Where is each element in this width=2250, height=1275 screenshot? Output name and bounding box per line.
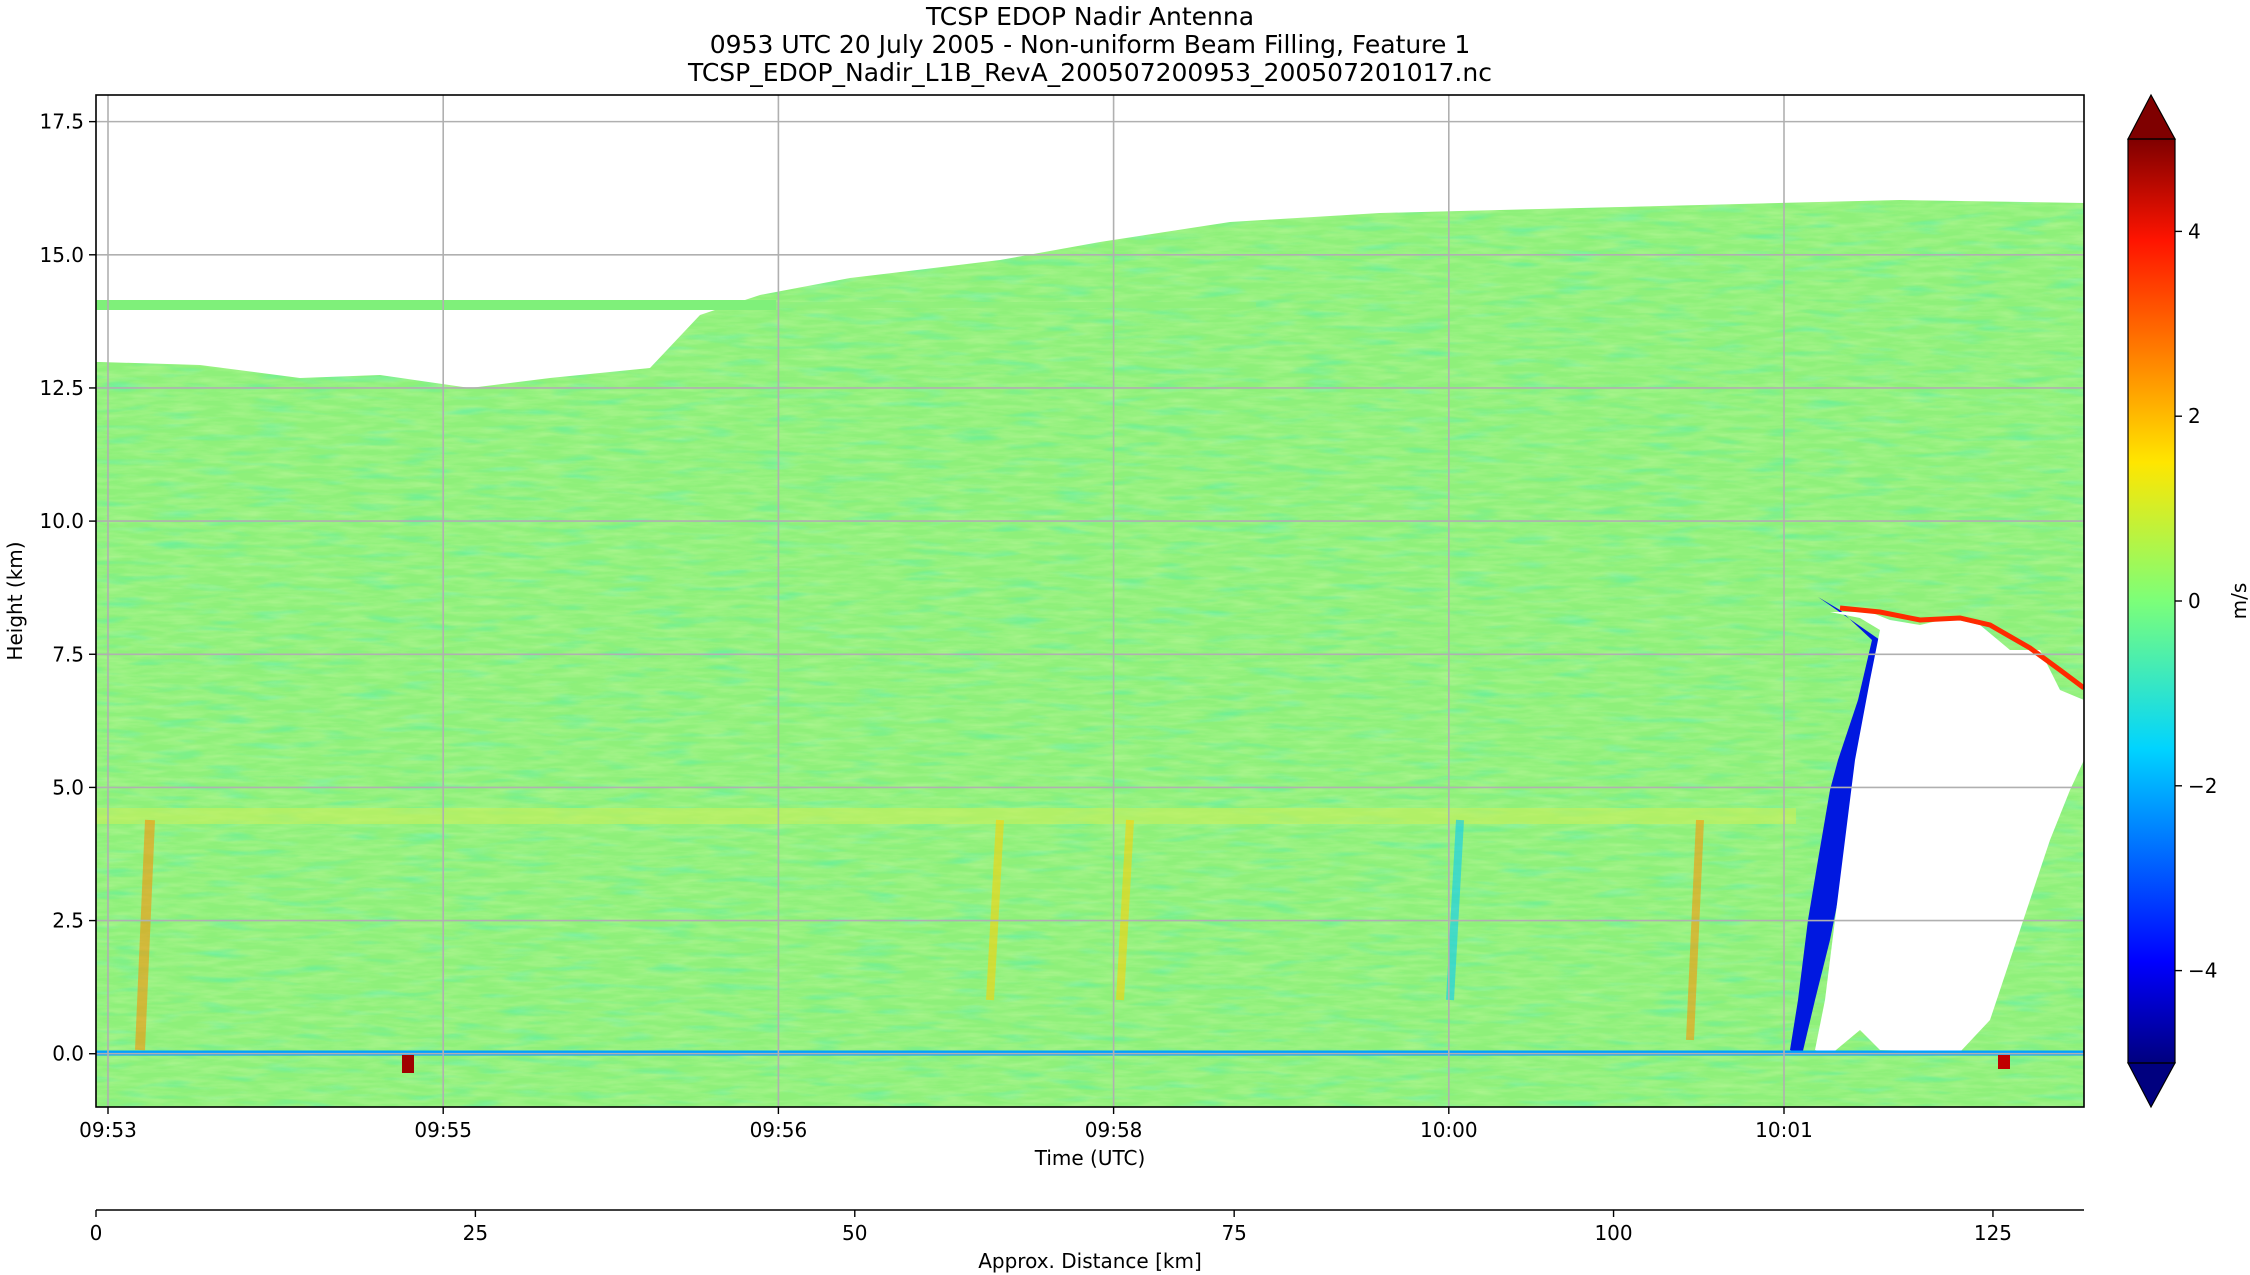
colorbar-label: m/s <box>2227 583 2250 620</box>
x-tick-label: 09:53 <box>79 1118 137 1142</box>
distance-axis-label: Approx. Distance [km] <box>978 1249 1202 1273</box>
colorbar-tick-label: 2 <box>2188 404 2201 428</box>
chart-title-line3: TCSP_EDOP_Nadir_L1B_RevA_200507200953_20… <box>687 58 1492 87</box>
x-tick-label: 09:58 <box>1085 1118 1143 1142</box>
cirrus-layer-right <box>776 302 1256 308</box>
distance-tick-label: 125 <box>1974 1221 2012 1245</box>
x-tick-label: 09:56 <box>750 1118 808 1142</box>
surface-red-blip-1 <box>402 1055 414 1073</box>
fallstreaks <box>135 819 1704 1051</box>
y-tick-label: 10.0 <box>39 509 84 533</box>
distance-axis: 0 25 50 75 100 125 <box>90 1210 2012 1245</box>
surface-red-blip-2 <box>1998 1055 2010 1069</box>
melting-layer <box>96 808 1796 824</box>
colorbar-bottom-extend <box>2127 1062 2177 1109</box>
x-axis: 09:53 09:55 09:56 09:58 10:00 10:01 <box>79 1107 1813 1142</box>
distance-tick-label: 0 <box>90 1221 103 1245</box>
colorbar: 4 2 0 −2 −4 m/s <box>2127 93 2250 1109</box>
y-tick-label: 17.5 <box>39 110 84 134</box>
colorbar-top-extend <box>2127 93 2177 140</box>
distance-tick-label: 50 <box>842 1221 867 1245</box>
distance-tick-label: 25 <box>463 1221 488 1245</box>
plot-area <box>96 95 2084 1107</box>
y-axis-label: Height (km) <box>3 541 27 660</box>
cirrus-layer <box>96 300 776 310</box>
y-tick-label: 12.5 <box>39 376 84 400</box>
colorbar-tick-label: −2 <box>2188 774 2217 798</box>
plot-frame <box>95 94 2085 1108</box>
y-tick-label: 7.5 <box>52 642 84 666</box>
distance-tick-label: 100 <box>1594 1221 1632 1245</box>
colorbar-tick-label: −4 <box>2188 959 2217 983</box>
colorbar-ticks: 4 2 0 −2 −4 <box>2175 219 2217 983</box>
distance-tick-label: 75 <box>1221 1221 1246 1245</box>
grid <box>96 95 2084 1107</box>
y-tick-label: 15.0 <box>39 243 84 267</box>
colorbar-tick-label: 4 <box>2188 219 2201 243</box>
downdraft-edge <box>1790 597 1882 1055</box>
colorbar-body <box>2128 139 2175 1063</box>
y-tick-label: 5.0 <box>52 775 84 799</box>
chart-title-line2: 0953 UTC 20 July 2005 - Non-uniform Beam… <box>710 30 1470 59</box>
no-echo-upper <box>96 95 2084 388</box>
x-tick-label: 09:55 <box>414 1118 472 1142</box>
x-tick-label: 10:00 <box>1420 1118 1478 1142</box>
y-tick-label: 2.5 <box>52 909 84 933</box>
x-axis-label: Time (UTC) <box>1034 1146 1146 1170</box>
colorbar-tick-label: 0 <box>2188 589 2201 613</box>
y-tick-label: 0.0 <box>52 1042 84 1066</box>
no-echo-core <box>1815 612 2084 1055</box>
y-axis: 0.0 2.5 5.0 7.5 10.0 12.5 15.0 17.5 <box>39 110 96 1066</box>
x-tick-label: 10:01 <box>1755 1118 1813 1142</box>
chart-title-line1: TCSP EDOP Nadir Antenna <box>925 2 1254 31</box>
core-edge-red <box>1839 605 2084 690</box>
